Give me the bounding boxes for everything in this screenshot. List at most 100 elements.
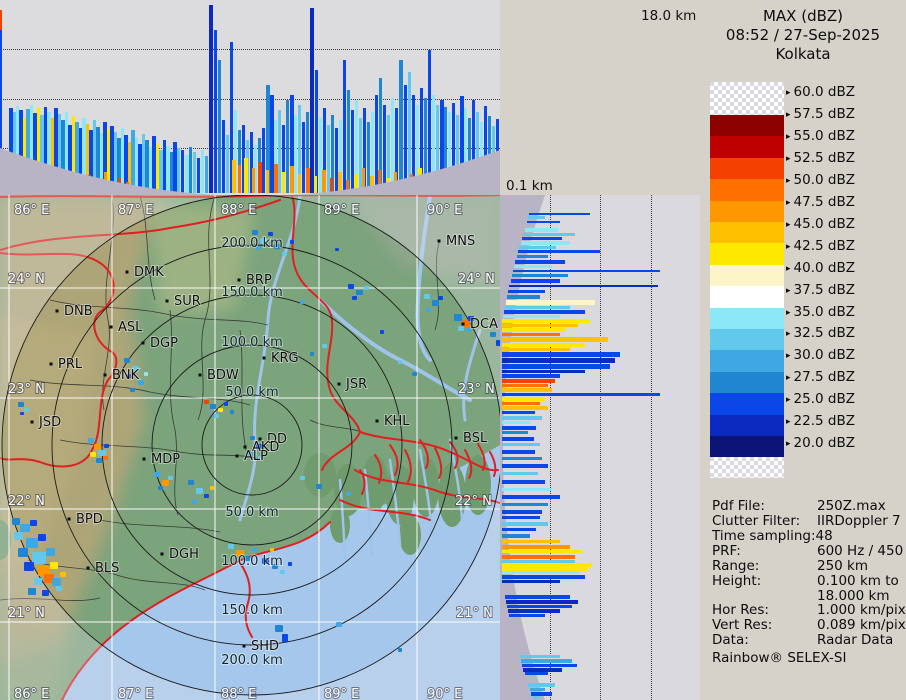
radar-echo — [196, 488, 203, 494]
echo-column — [75, 122, 79, 177]
legend-value-label: 45.0 dBZ — [793, 215, 855, 232]
echo-row — [502, 315, 560, 318]
echo-column — [432, 95, 435, 178]
radar-echo — [274, 244, 280, 249]
right-height-projection-panel — [500, 195, 700, 700]
station-label: KRG — [271, 351, 299, 366]
echo-row — [504, 306, 570, 309]
radar-echo — [346, 492, 351, 496]
echo-column — [339, 120, 342, 193]
station-dot — [165, 299, 169, 303]
echo-column — [315, 70, 318, 193]
range-ring-label: 150.0 km — [221, 285, 283, 300]
metadata-row: Pdf File: 250Z.max — [712, 498, 904, 514]
radar-echo — [412, 372, 417, 376]
range-ring-labels: 200.0 km 150.0 km 100.0 km 50.0 km 50.0 km 10… — [220, 235, 284, 669]
legend-color-band — [710, 307, 784, 330]
radar-echo — [280, 570, 285, 574]
metadata-label: Hor Res: — [712, 602, 769, 618]
echo-column — [173, 142, 177, 193]
echo-row — [514, 265, 552, 268]
echo-column — [242, 125, 245, 193]
radar-echo — [44, 574, 54, 583]
radar-echo — [300, 300, 304, 304]
legend-tick-arrow: ▸ — [786, 373, 791, 384]
echo-row — [509, 285, 658, 287]
station-dot — [125, 270, 129, 274]
echo-row — [502, 348, 570, 351]
echo-row — [502, 555, 575, 559]
echo-row — [502, 324, 578, 327]
echo-column — [205, 156, 208, 193]
echo-column — [335, 128, 338, 193]
range-ring-label: 200.0 km — [221, 236, 283, 251]
longitude-label: 89° E — [324, 687, 359, 700]
legend-value-label: 37.5 dBZ — [793, 281, 855, 298]
echo-row — [532, 696, 540, 699]
echo-row — [523, 668, 562, 672]
echo-row — [502, 580, 560, 583]
radar-echo — [454, 314, 462, 321]
echo-column — [274, 164, 278, 193]
radar-echo — [468, 316, 474, 321]
radar-echo — [316, 484, 322, 489]
echo-row — [502, 333, 560, 336]
radar-echo — [290, 240, 294, 244]
echo-column — [44, 107, 47, 169]
legend-entry: ▸ 50.0 dBZ — [786, 172, 855, 188]
range-rings — [1, 195, 500, 696]
radar-echo — [192, 500, 197, 504]
station-label: BSL — [463, 431, 488, 446]
echo-row — [502, 563, 592, 567]
echo-row — [502, 571, 580, 574]
range-ring-label: 50.0 km — [225, 505, 278, 520]
radar-echo — [236, 550, 244, 556]
radar-echo — [96, 458, 102, 463]
radar-echo — [438, 296, 443, 300]
echo-column — [185, 155, 189, 193]
legend-color-band — [710, 136, 784, 159]
legend-entry: ▸ 47.5 dBZ — [786, 194, 855, 210]
echo-row — [502, 416, 542, 420]
radar-echo — [24, 562, 34, 571]
metadata-label: Clutter Filter: — [712, 513, 801, 529]
echo-column — [226, 135, 229, 193]
metadata-label: Pdf File: — [712, 498, 765, 514]
station-label: DNB — [64, 304, 93, 319]
legend-color-band — [710, 457, 784, 479]
station-dot — [67, 517, 71, 521]
echo-row — [518, 250, 600, 253]
longitude-label: 90° E — [427, 687, 462, 700]
echo-row — [508, 614, 545, 617]
echo-row — [502, 464, 548, 468]
station-label: DCA — [470, 317, 498, 332]
echo-column — [9, 108, 13, 158]
echo-row — [502, 534, 530, 538]
radar-echo — [364, 286, 369, 290]
radar-echo — [288, 562, 292, 566]
latitude-label: 22° N — [8, 494, 45, 509]
radar-echo — [130, 388, 135, 392]
radar-echo — [20, 412, 24, 415]
legend-value-label: 50.0 dBZ — [793, 171, 855, 188]
station-label: DMK — [134, 265, 164, 280]
radar-echo — [260, 238, 267, 244]
station-dot — [160, 552, 164, 556]
legend-tick-arrow: ▸ — [786, 417, 791, 428]
echo-row — [502, 379, 555, 383]
echo-column — [238, 130, 241, 193]
echo-column — [250, 132, 253, 193]
echo-column — [201, 150, 204, 193]
radar-echo — [218, 408, 223, 412]
echo-column — [416, 105, 419, 182]
radar-echo — [398, 360, 402, 364]
echo-column — [391, 98, 394, 187]
max-height-label: 18.0 km — [641, 8, 697, 24]
echo-column — [13, 112, 16, 159]
echo-column — [138, 144, 142, 190]
radar-echo — [256, 444, 262, 449]
echo-column — [181, 150, 184, 193]
station-dot — [375, 419, 379, 423]
legend-value-label: 30.0 dBZ — [793, 347, 855, 364]
echo-row — [521, 237, 562, 240]
